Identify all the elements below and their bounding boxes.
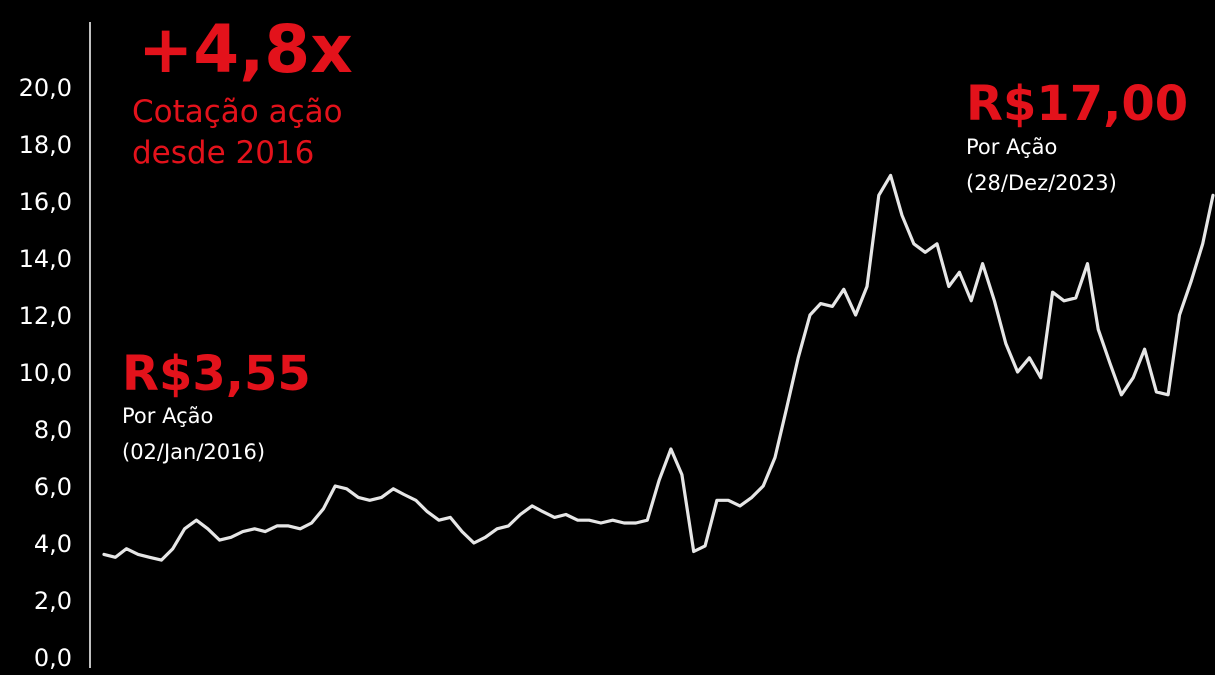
y-tick-label: 18,0 [19,131,72,159]
start-price-label: Por Ação [122,404,213,428]
y-tick-label: 0,0 [34,644,72,672]
y-tick-label: 12,0 [19,302,72,330]
y-tick-label: 10,0 [19,359,72,387]
headline-subtitle-line2: desde 2016 [132,135,314,171]
y-tick-label: 20,0 [19,74,72,102]
start-price-date: (02/Jan/2016) [122,440,265,464]
price-line-series [102,173,1215,562]
y-tick-label: 6,0 [34,473,72,501]
start-price-callout: R$3,55 [122,346,311,402]
y-axis-ticks: 20,0 18,0 16,0 14,0 12,0 10,0 8,0 6,0 4,0 2,0 0,0 [19,74,72,672]
y-tick-label: 4,0 [34,530,72,558]
headline-subtitle-line1: Cotação ação [132,94,343,130]
y-tick-label: 16,0 [19,188,72,216]
y-tick-label: 2,0 [34,587,72,615]
end-price-label: Por Ação [966,135,1057,159]
end-price-date: (28/Dez/2023) [966,171,1117,195]
y-tick-label: 14,0 [19,245,72,273]
end-price-callout: R$17,00 [966,76,1188,132]
multiplier-headline: +4,8x [138,11,353,88]
y-tick-label: 8,0 [34,416,72,444]
